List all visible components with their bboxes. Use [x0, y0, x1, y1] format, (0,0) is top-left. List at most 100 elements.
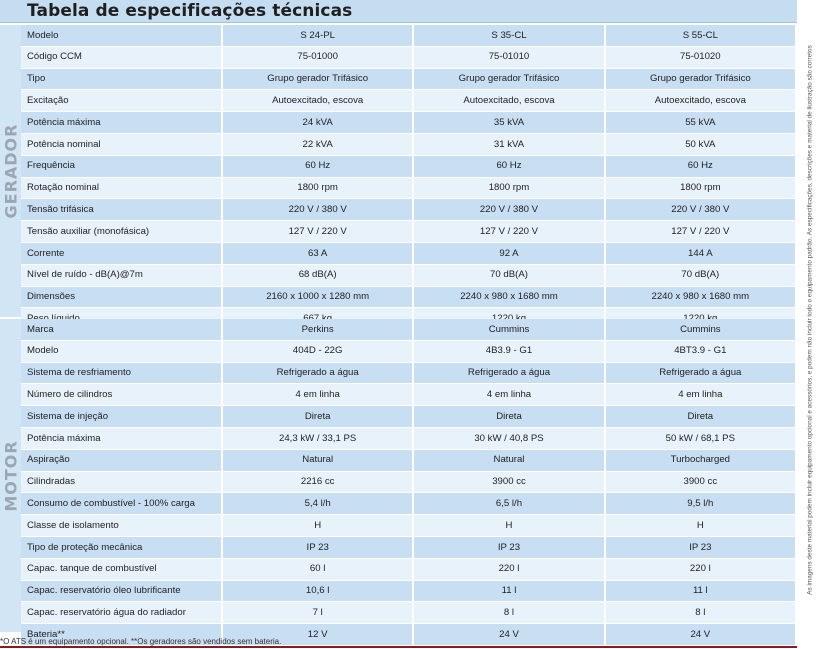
- spec-label: Potência máxima: [21, 427, 223, 450]
- spec-label: Capac. reservatório água do radiador: [21, 601, 223, 625]
- spec-value-col1: 63 A: [222, 242, 415, 265]
- spec-value-col2: 31 kVA: [413, 133, 606, 156]
- spec-value-col1: 2160 x 1000 x 1280 mm: [222, 286, 415, 309]
- spec-value-col3: Grupo gerador Trifásico: [604, 68, 798, 91]
- table-row: Aspiração Natural Natural Turbocharged: [21, 449, 798, 472]
- spec-value-col3: 2240 x 980 x 1680 mm: [604, 286, 798, 309]
- gerador-side-label: GERADOR: [1, 123, 20, 219]
- spec-value-col2: 11 l: [413, 580, 606, 603]
- spec-value-col2: 30 kW / 40,8 PS: [413, 427, 606, 450]
- table-row: Corrente 63 A 92 A 144 A: [21, 242, 798, 265]
- table-row: Potência máxima 24,3 kW / 33,1 PS 30 kW / …: [21, 427, 798, 450]
- spec-value-col2: Autoexcitado, escova: [413, 89, 606, 113]
- spec-value-col2: 4B3.9 - G1: [413, 340, 606, 363]
- table-row: Capac. reservatório óleo lubrificante 10,…: [21, 580, 798, 603]
- spec-value-col3: H: [604, 514, 798, 537]
- spec-value-col2: 35 kVA: [413, 111, 606, 134]
- table-row: Número de cilindros 4 em linha 4 em linha 4…: [21, 383, 798, 407]
- table-row: Excitação Autoexcitado, escova Autoexcitad…: [21, 89, 798, 113]
- spec-value-col2: 220 V / 380 V: [413, 198, 606, 222]
- spec-value-col3: 3900 cc: [604, 471, 798, 494]
- spec-value-col1: 7 l: [222, 601, 415, 625]
- table-row: Sistema de resfriamento Refrigerado a águ…: [21, 362, 798, 385]
- table-row: Marca Perkins Cummins Cummins: [21, 319, 798, 341]
- motor-side-label: MOTOR: [1, 439, 20, 512]
- footnote: *O ATS é um equipamento opcional. **Os g…: [0, 637, 282, 646]
- spec-label: Sistema de injeção: [21, 405, 223, 428]
- spec-value-col1: H: [222, 514, 415, 537]
- table-row: Bateria** 12 V 24 V 24 V: [21, 623, 798, 646]
- spec-value-col3: 9,5 l/h: [604, 492, 798, 516]
- spec-value-col2: 4 em linha: [413, 383, 606, 407]
- spec-value-col3: 144 A: [604, 242, 798, 265]
- table-row: Capac. tanque de combustível 60 l 220 l 220…: [21, 558, 798, 581]
- spec-value-col1: S 24-PL: [222, 25, 415, 47]
- table-row: Tipo de proteção mecânica IP 23 IP 23 IP 23: [21, 536, 798, 559]
- spec-value-col1: 68 dB(A): [222, 264, 415, 287]
- spec-label: Rotação nominal: [21, 177, 223, 200]
- spec-value-col3: 8 l: [604, 601, 798, 625]
- spec-value-col2: 6,5 l/h: [413, 492, 606, 516]
- spec-value-col3: 60 Hz: [604, 155, 798, 178]
- spec-value-col2: 75-01010: [413, 46, 606, 69]
- spec-label: Número de cilindros: [21, 383, 223, 407]
- spec-label: Tensão trifásica: [21, 198, 223, 222]
- spec-value-col2: 24 V: [413, 623, 606, 646]
- spec-value-col1: Grupo gerador Trifásico: [222, 68, 415, 91]
- table-row: Tipo Grupo gerador Trifásico Grupo gerador…: [21, 68, 798, 91]
- spec-label: Potência nominal: [21, 133, 223, 156]
- table-row: Potência máxima 24 kVA 35 kVA 55 kVA: [21, 111, 798, 134]
- spec-value-col3: IP 23: [604, 536, 798, 559]
- table-row: Classe de isolamento H H H: [21, 514, 798, 537]
- spec-value-col1: 1800 rpm: [222, 177, 415, 200]
- spec-value-col1: 24 kVA: [222, 111, 415, 134]
- table-row: Tensão trifásica 220 V / 380 V 220 V / 380…: [21, 198, 798, 222]
- spec-value-col3: 11 l: [604, 580, 798, 603]
- spec-value-col1: IP 23: [222, 536, 415, 559]
- bottom-rule: [0, 646, 797, 648]
- spec-value-col2: 60 Hz: [413, 155, 606, 178]
- spec-value-col3: 4 em linha: [604, 383, 798, 407]
- spec-value-col1: Natural: [222, 449, 415, 472]
- spec-value-col2: Grupo gerador Trifásico: [413, 68, 606, 91]
- table-row: Frequência 60 Hz 60 Hz 60 Hz: [21, 155, 798, 178]
- motor-spec-table: Marca Perkins Cummins Cummins Modelo 404D - 2…: [21, 319, 798, 646]
- table-row: Cilindradas 2216 cc 3900 cc 3900 cc: [21, 471, 798, 494]
- spec-value-col3: 50 kVA: [604, 133, 798, 156]
- table-row: Código CCM 75-01000 75-01010 75-01020: [21, 46, 798, 69]
- spec-value-col1: 10,6 l: [222, 580, 415, 603]
- spec-label: Aspiração: [21, 449, 223, 472]
- spec-value-col1: 2216 cc: [222, 471, 415, 494]
- spec-label: Tipo: [21, 68, 223, 91]
- spec-value-col2: 8 l: [413, 601, 606, 625]
- table-row: Modelo S 24-PL S 35-CL S 55-CL: [21, 25, 798, 47]
- spec-value-col3: S 55-CL: [604, 25, 798, 47]
- table-row: Potência nominal 22 kVA 31 kVA 50 kVA: [21, 133, 798, 156]
- spec-label: Consumo de combustível - 100% carga: [21, 492, 223, 516]
- spec-value-col1: Autoexcitado, escova: [222, 89, 415, 113]
- spec-value-col3: 4BT3.9 - G1: [604, 340, 798, 363]
- spec-value-col3: 220 V / 380 V: [604, 198, 798, 222]
- spec-label: Classe de isolamento: [21, 514, 223, 537]
- spec-label: Dimensões: [21, 286, 223, 309]
- spec-value-col3: 55 kVA: [604, 111, 798, 134]
- spec-value-col3: 50 kW / 68,1 PS: [604, 427, 798, 450]
- spec-label: Tipo de proteção mecânica: [21, 536, 223, 559]
- motor-section: MOTOR Marca Perkins Cummins Cummins Modelo 40…: [0, 319, 798, 646]
- spec-value-col1: 60 l: [222, 558, 415, 581]
- spec-value-col3: 1800 rpm: [604, 177, 798, 200]
- spec-value-col2: Cummins: [413, 319, 606, 341]
- spec-label: Cilindradas: [21, 471, 223, 494]
- spec-label: Bateria**: [21, 623, 223, 646]
- table-row: Consumo de combustível - 100% carga 5,4 l…: [21, 492, 798, 516]
- spec-value-col2: Refrigerado a água: [413, 362, 606, 385]
- spec-label: Marca: [21, 319, 223, 341]
- spec-value-col1: 60 Hz: [222, 155, 415, 178]
- spec-value-col1: 12 V: [222, 623, 415, 646]
- spec-value-col1: 4 em linha: [222, 383, 415, 407]
- spec-value-col2: H: [413, 514, 606, 537]
- table-row: Modelo 404D - 22G 4B3.9 - G1 4BT3.9 - G1: [21, 340, 798, 363]
- spec-value-col3: Autoexcitado, escova: [604, 89, 798, 113]
- spec-value-col3: 220 l: [604, 558, 798, 581]
